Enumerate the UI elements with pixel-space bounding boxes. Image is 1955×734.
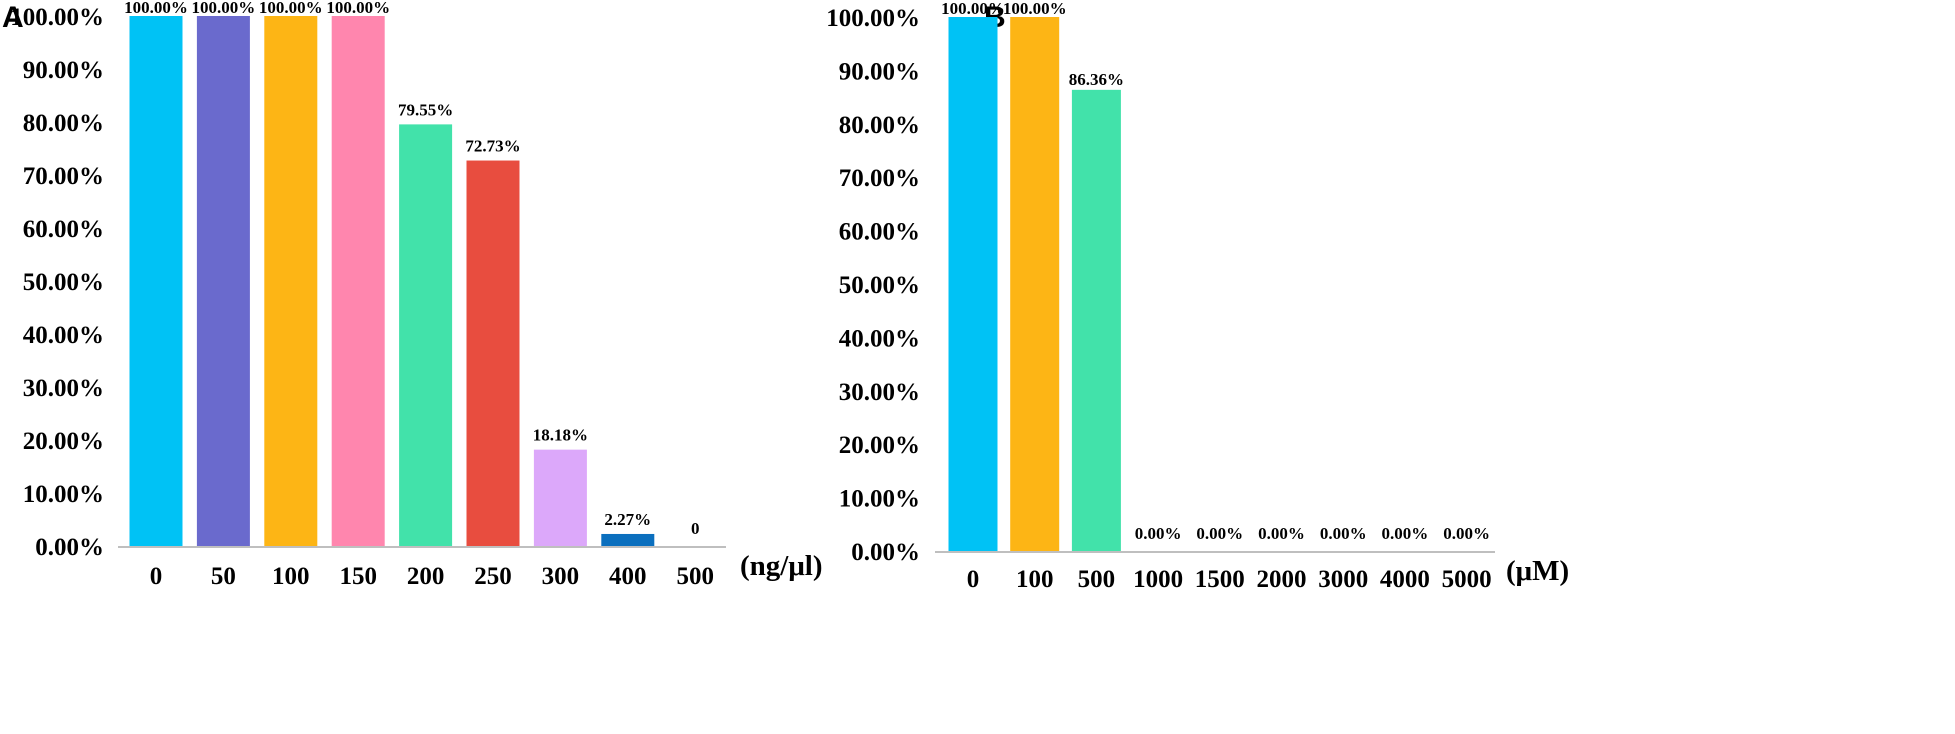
- x-tick-label: 500: [1078, 566, 1116, 593]
- x-tick-label: 150: [339, 563, 377, 590]
- bar-400: [601, 533, 655, 546]
- x-tick-label: 1000: [1133, 566, 1183, 593]
- y-tick-label: 90.00%: [23, 57, 104, 84]
- y-tick-label: 50.00%: [839, 272, 920, 299]
- y-tick-label: 60.00%: [23, 216, 104, 243]
- bar-200: [399, 124, 453, 546]
- x-tick-label: 0: [967, 566, 980, 593]
- bar-250: [466, 160, 520, 546]
- x-tick-label: 50: [211, 563, 236, 590]
- data-label: 0.00%: [1135, 524, 1182, 543]
- x-tick-label: 400: [609, 563, 647, 590]
- x-tick-label: 4000: [1380, 566, 1430, 593]
- data-label: 0.00%: [1320, 524, 1367, 543]
- data-label: 100.00%: [192, 0, 256, 17]
- y-tick-label: 40.00%: [23, 322, 104, 349]
- y-tick-label: 30.00%: [23, 375, 104, 402]
- bar-50: [196, 16, 250, 546]
- bar-100: [264, 16, 318, 546]
- y-tick-label: 50.00%: [23, 269, 104, 296]
- data-label: 0: [691, 519, 700, 538]
- x-tick-label: 500: [676, 563, 714, 590]
- bar-100: [1010, 17, 1060, 551]
- y-tick-label: 80.00%: [839, 112, 920, 139]
- x-tick-label: 100: [272, 563, 310, 590]
- y-tick-label: 30.00%: [839, 379, 920, 406]
- y-tick-label: 40.00%: [839, 325, 920, 352]
- x-tick-label: 250: [474, 563, 512, 590]
- bar-500: [1071, 89, 1121, 552]
- y-tick-label: 20.00%: [23, 428, 104, 455]
- y-tick-label: 20.00%: [839, 432, 920, 459]
- y-tick-label: 0.00%: [35, 534, 104, 561]
- y-tick-label: 60.00%: [839, 219, 920, 246]
- x-tick-label: 0: [150, 563, 163, 590]
- data-label: 18.18%: [533, 426, 588, 445]
- y-tick-label: 10.00%: [839, 486, 920, 513]
- y-tick-label: 10.00%: [23, 481, 104, 508]
- data-label: 72.73%: [465, 137, 520, 156]
- y-tick-label: 100.00%: [10, 4, 104, 31]
- y-tick-label: 0.00%: [851, 539, 920, 566]
- x-tick-label: 100: [1016, 566, 1054, 593]
- x-tick-label: 300: [542, 563, 580, 590]
- y-tick-label: 70.00%: [839, 165, 920, 192]
- y-tick-label: 70.00%: [23, 163, 104, 190]
- data-label: 100.00%: [326, 0, 390, 17]
- x-tick-label: 1500: [1195, 566, 1245, 593]
- x-tick-label: 2000: [1257, 566, 1307, 593]
- x-axis-unit-label: (ng/μl): [740, 550, 823, 582]
- bar-300: [533, 449, 587, 546]
- data-label: 0.00%: [1258, 524, 1305, 543]
- chart-b: 0.00% 10.00% 20.00% 30.00% 40.00% 50.00% 60.00…: [826, 0, 1569, 593]
- data-label: 2.27%: [604, 510, 651, 529]
- x-axis-unit-label: (μM): [1506, 555, 1569, 587]
- data-label: 0.00%: [1382, 524, 1429, 543]
- bar-0: [129, 16, 183, 546]
- data-label: 86.36%: [1069, 70, 1124, 89]
- bar-0: [948, 17, 998, 551]
- panel-label-a: A: [2, 1, 24, 34]
- y-tick-label: 100.00%: [826, 5, 920, 32]
- y-tick-label: 80.00%: [23, 110, 104, 137]
- data-label: 0.00%: [1196, 524, 1243, 543]
- data-label: 100.00%: [259, 0, 323, 17]
- x-tick-label: 200: [407, 563, 445, 590]
- x-tick-label: 3000: [1318, 566, 1368, 593]
- y-tick-label: 90.00%: [839, 58, 920, 85]
- data-label: 100.00%: [941, 0, 1005, 18]
- chart-a: 0.00% 10.00% 20.00% 30.00% 40.00% 50.00% 60.00…: [10, 0, 822, 590]
- data-label: 100.00%: [124, 0, 188, 17]
- data-label: 0.00%: [1443, 524, 1490, 543]
- x-tick-label: 5000: [1442, 566, 1492, 593]
- bar-150: [331, 16, 385, 546]
- data-label: 79.55%: [398, 100, 453, 119]
- data-label: 100.00%: [1003, 0, 1067, 18]
